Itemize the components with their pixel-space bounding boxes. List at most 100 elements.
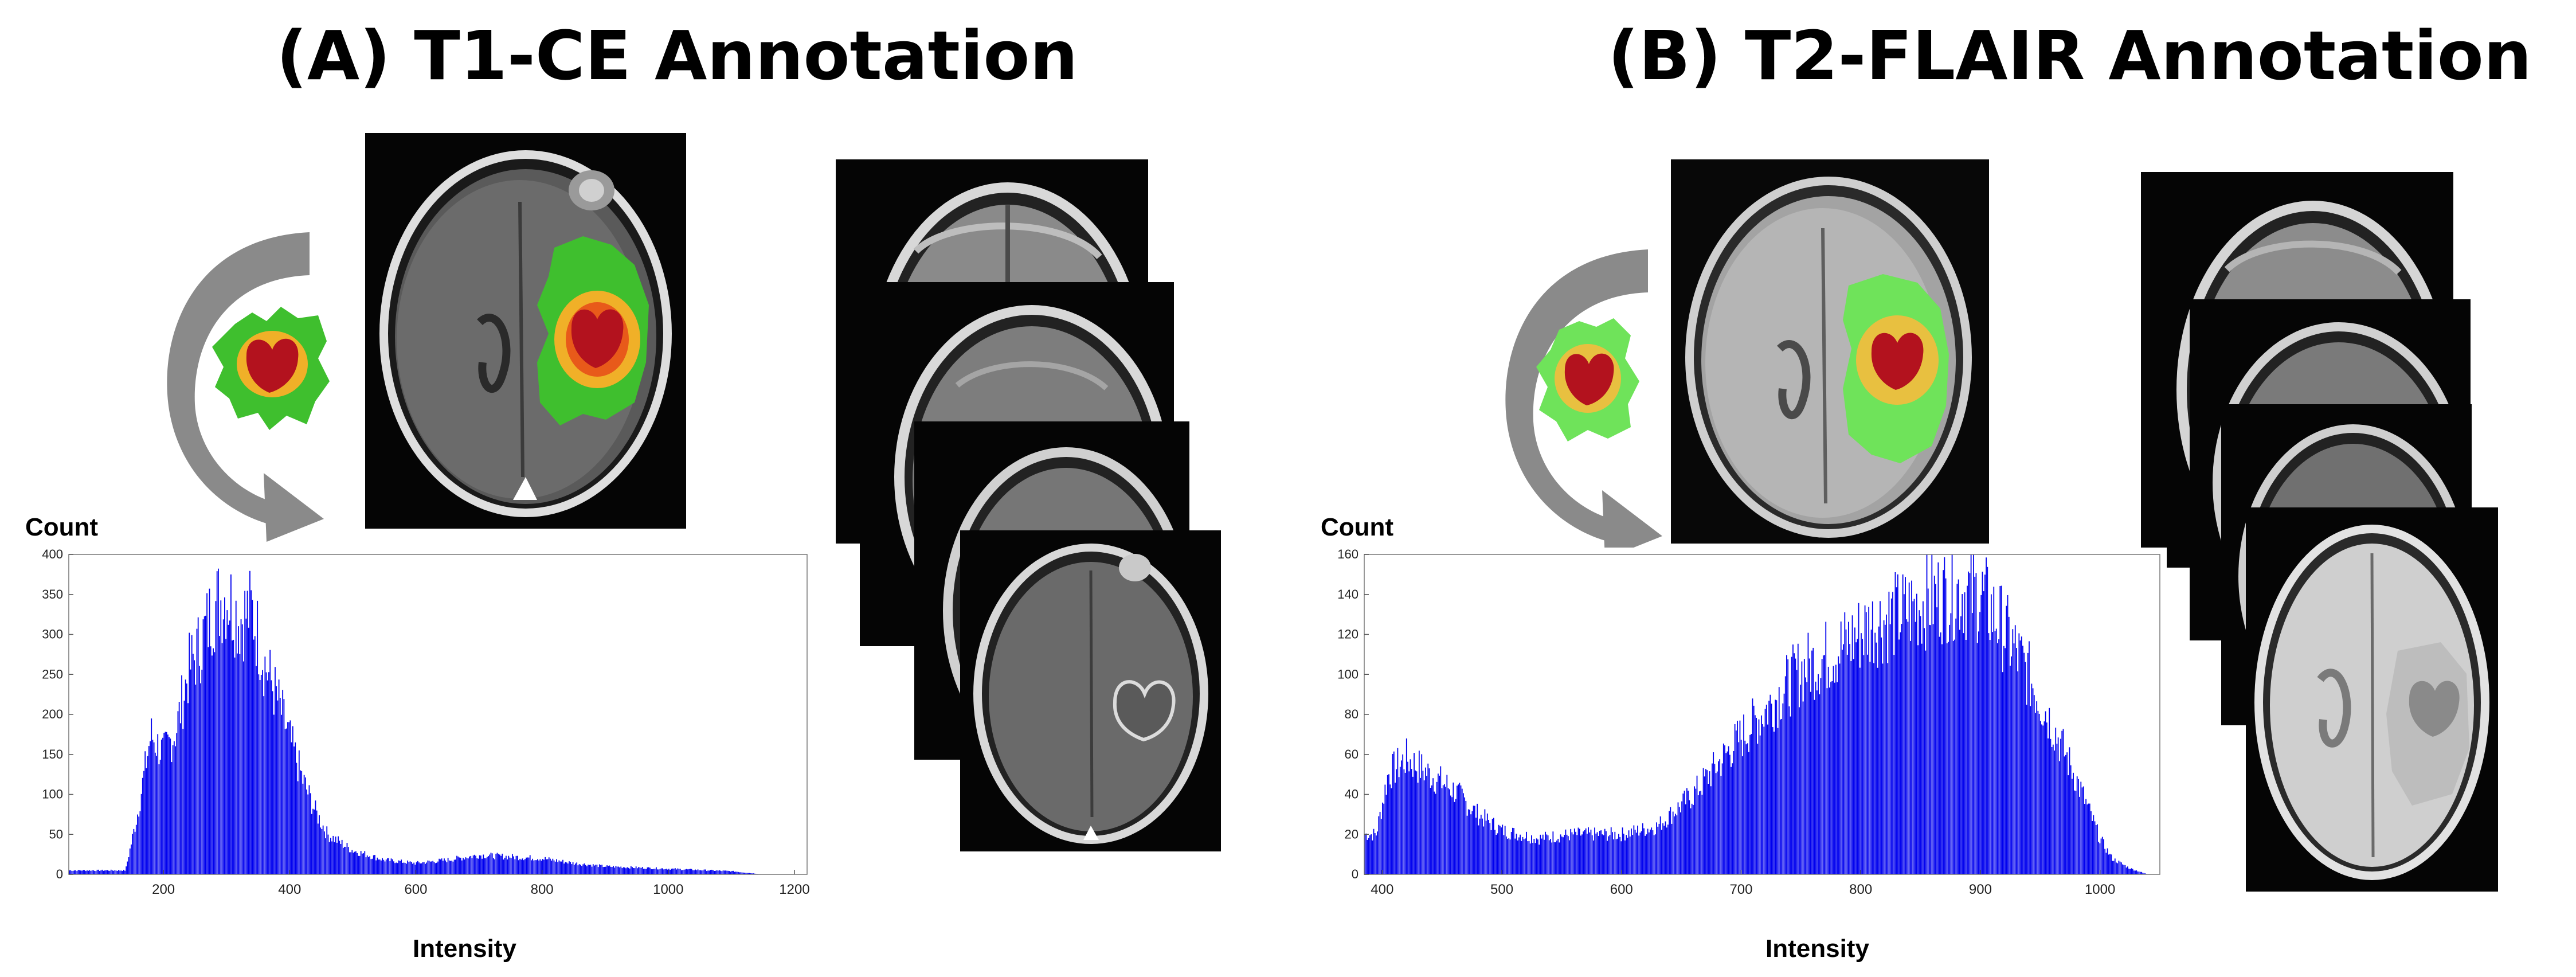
histogram-bar [1774, 732, 1775, 874]
histogram-bar [346, 843, 348, 874]
histogram-bar [1812, 647, 1814, 874]
histogram-bar [209, 588, 210, 874]
histogram-bar [170, 738, 171, 874]
histogram-bar [1474, 806, 1475, 874]
histogram-bar [1861, 633, 1862, 874]
histogram-bar [108, 870, 109, 874]
histogram-bar [96, 869, 98, 874]
histogram-bar [717, 870, 719, 874]
histogram-bar [590, 865, 592, 874]
histogram-bar [1379, 811, 1381, 874]
histogram-bar [1418, 751, 1420, 874]
histogram-bar [483, 854, 484, 874]
histogram-bar [1984, 575, 1986, 874]
histogram-bar [322, 825, 324, 874]
histogram-bar [591, 866, 593, 874]
histogram-bar [1393, 751, 1395, 874]
histogram-bar [1815, 681, 1816, 874]
histogram-bar [1715, 773, 1717, 874]
histogram-bar [464, 859, 465, 874]
histogram-bar [1659, 816, 1661, 874]
histogram-bar [244, 591, 246, 874]
histogram-bar [420, 863, 421, 874]
histogram-bar [1799, 707, 1800, 874]
histogram-bar [2005, 648, 2006, 874]
histogram-bar [1763, 726, 1765, 874]
histogram-bar [1691, 803, 1693, 874]
histogram-bar [1392, 753, 1393, 874]
histogram-bar [392, 859, 393, 874]
histogram-bar [1737, 721, 1738, 874]
histogram-bar [1859, 667, 1861, 874]
x-tick-label: 800 [1849, 882, 1872, 897]
x-tick-label: 700 [1729, 882, 1752, 897]
histogram-bar [486, 857, 488, 874]
histogram-bar [1548, 840, 1550, 874]
histogram-bar [500, 855, 502, 874]
histogram-bar [1584, 830, 1585, 874]
histogram-a: 0 50 100 150 200 250 300 350 400 200 400 600 800 1000… [23, 548, 814, 915]
histogram-bar [1473, 806, 1474, 874]
histogram-bar [739, 872, 741, 874]
histogram-bar [1898, 639, 1900, 874]
histogram-bar [2049, 708, 2050, 874]
histogram-bar [2086, 804, 2088, 874]
y-tick-label: 100 [1337, 667, 1359, 681]
histogram-bar [126, 866, 127, 874]
histogram-bars [1364, 554, 2148, 874]
histogram-bar [1778, 687, 1780, 874]
histogram-bar [1479, 818, 1481, 874]
histogram-bar [273, 714, 275, 874]
histogram-bar [2021, 636, 2022, 874]
histogram-bar [1450, 795, 1451, 874]
histogram-bar [1831, 681, 1833, 874]
histogram-bar [1682, 794, 1684, 874]
histogram-bar [248, 627, 249, 874]
histogram-bar [1933, 575, 1935, 874]
histogram-bar [185, 679, 186, 874]
histogram-bar [1903, 594, 1905, 874]
histogram-bar [1797, 643, 1799, 874]
histogram-bar [311, 814, 312, 874]
histogram-bar [652, 869, 653, 874]
histogram-bar [1749, 734, 1751, 874]
histogram-bar [634, 868, 636, 874]
histogram-bar [1516, 834, 1517, 874]
histogram-bar [2048, 738, 2049, 874]
histogram-bar [2144, 873, 2146, 874]
histogram-bar [1542, 834, 1544, 874]
histogram-bar [156, 756, 157, 874]
histogram-bar [1602, 834, 1603, 874]
histogram-bar [657, 869, 658, 874]
histogram-bar [2100, 838, 2102, 874]
histogram-bar [2098, 842, 2100, 874]
histogram-bar [389, 861, 391, 874]
histogram-bar [1882, 663, 1884, 874]
histogram-bar [671, 869, 672, 874]
histogram-bar [1872, 601, 1873, 874]
histogram-bar [2077, 779, 2079, 874]
histogram-bar [226, 610, 228, 874]
histogram-bar [316, 810, 318, 874]
histogram-bar [1570, 829, 1572, 874]
histogram-bar [2133, 870, 2135, 874]
histogram-bar [314, 809, 315, 874]
histogram-bar [1377, 831, 1379, 874]
histogram-bar [197, 617, 199, 874]
histogram-bar [1470, 814, 1472, 874]
histogram-bar [178, 702, 180, 874]
histogram-bar [1777, 728, 1779, 874]
histogram-bar [1784, 676, 1786, 874]
histogram-bar [162, 737, 163, 874]
histogram-bar [1728, 746, 1729, 874]
histogram-bar [437, 861, 439, 874]
histogram-bar [1719, 759, 1721, 874]
histogram-a-ylabel: Count [25, 513, 99, 541]
histogram-bar [1822, 655, 1824, 874]
histogram-bar [393, 861, 394, 874]
histogram-bar [239, 654, 241, 874]
histogram-bar [663, 869, 665, 874]
histogram-bar [2093, 815, 2095, 874]
histogram-bar [1862, 639, 1864, 874]
histogram-bar [654, 869, 656, 874]
